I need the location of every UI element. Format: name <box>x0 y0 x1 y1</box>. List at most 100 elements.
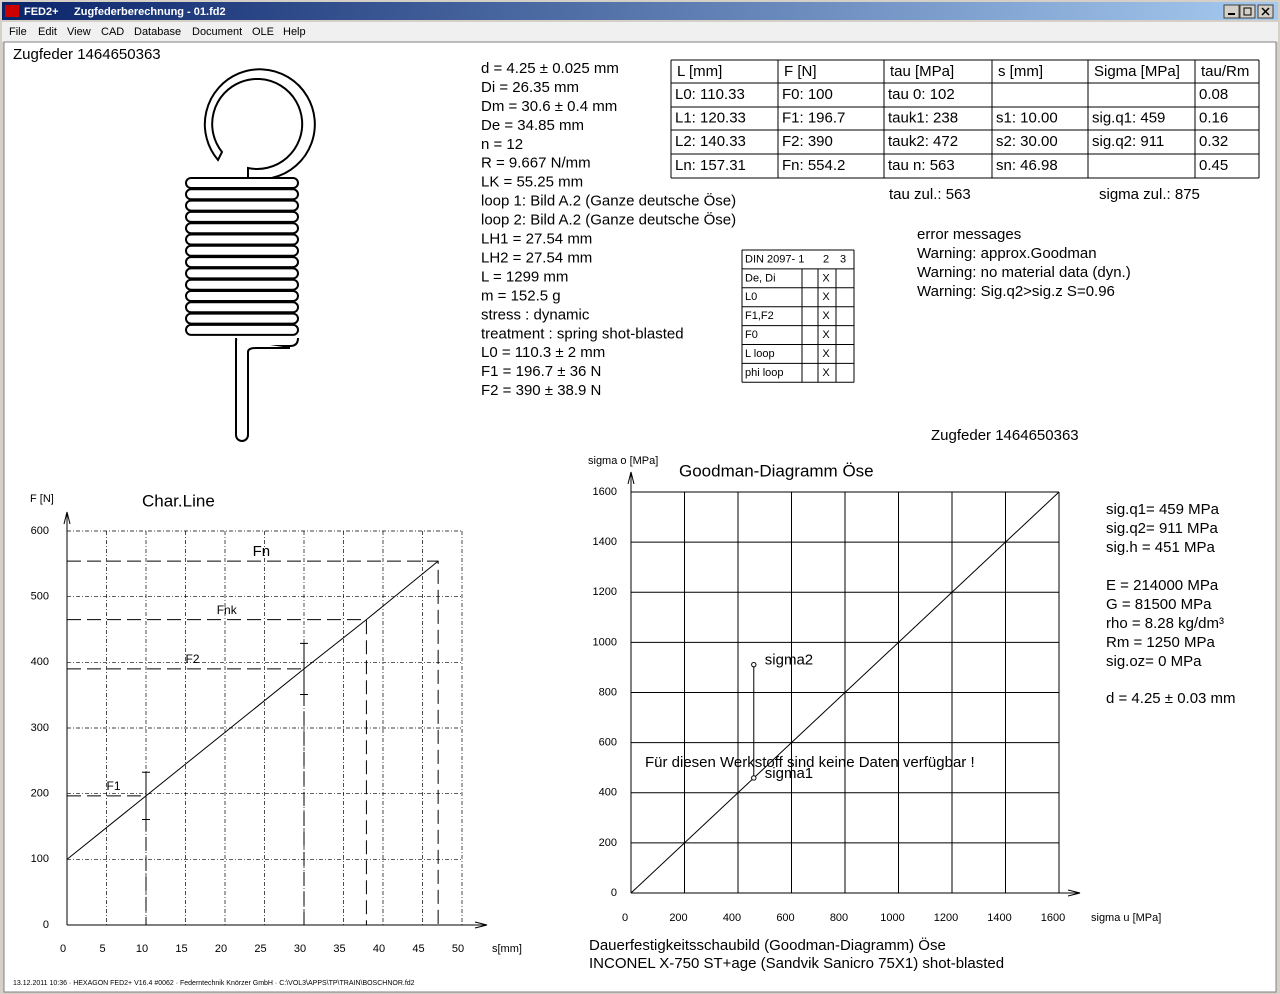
material-value: sig.q2= 911 MPa <box>1106 520 1219 537</box>
x-tick-label: 0 <box>60 943 66 955</box>
menu-item[interactable]: OLE <box>252 26 274 38</box>
stress-point <box>751 775 757 781</box>
guide-line <box>67 795 147 925</box>
spring-label: Zugfeder 1464650363 <box>13 46 161 63</box>
x-tick-label: 600 <box>776 912 794 924</box>
y-tick-label: 600 <box>599 737 617 749</box>
caption: Dauerfestigkeitsschaubild (Goodman-Diagr… <box>589 936 946 954</box>
menu-item[interactable]: Edit <box>38 26 57 38</box>
coil <box>185 256 299 269</box>
material-value: G = 81500 MPa <box>1106 596 1212 613</box>
y-tick-label: 1200 <box>593 586 617 598</box>
table-cell: L0: 110.33 <box>675 86 745 103</box>
table-cell: 0.16 <box>1199 109 1228 126</box>
coil <box>185 278 299 291</box>
parameter: L = 1299 mm <box>481 268 568 285</box>
coil <box>185 222 299 235</box>
tau-zul: tau zul.: 563 <box>889 186 971 203</box>
message: error messages <box>917 226 1021 243</box>
din-mark: X <box>822 367 830 379</box>
din-mark: X <box>822 310 830 322</box>
spring-coils <box>185 177 299 336</box>
point-label: Fn <box>253 543 271 560</box>
x-tick-label: 800 <box>830 912 848 924</box>
window-buttons <box>1223 4 1274 19</box>
table-cell: F0: 100 <box>782 86 833 103</box>
x-tick-label: 200 <box>669 912 687 924</box>
coil <box>185 188 299 201</box>
table-cell: tauk2: 472 <box>888 133 958 150</box>
material-value: sig.oz= 0 MPa <box>1106 653 1202 670</box>
menu-item[interactable]: Database <box>134 26 181 38</box>
parameter: loop 2: Bild A.2 (Ganze deutsche Öse) <box>481 211 736 229</box>
y-tick-label: 400 <box>599 787 617 799</box>
coil <box>185 323 299 336</box>
x-tick-label: 20 <box>215 943 227 955</box>
y-axis-label: sigma o [MPa] <box>588 455 658 467</box>
axis <box>63 511 71 925</box>
point-label: F2 <box>186 652 200 666</box>
table-cell: 0.08 <box>1199 86 1228 103</box>
coil <box>185 199 299 212</box>
menu-item[interactable]: View <box>67 26 91 38</box>
x-tick-label: 15 <box>175 943 187 955</box>
y-axis-label: F [N] <box>30 493 54 505</box>
din-label: L loop <box>745 348 775 360</box>
menu-item[interactable]: Document <box>192 26 242 38</box>
menu-item[interactable]: Help <box>283 26 306 38</box>
table-cell: sig.q1: 459 <box>1092 109 1165 126</box>
x-tick-label: 50 <box>452 943 464 955</box>
din-label: De, Di <box>745 272 776 284</box>
coil <box>185 244 299 257</box>
material-value: Rm = 1250 MPa <box>1106 634 1215 651</box>
table-cell: 0.32 <box>1199 133 1228 150</box>
table-cell: Fn: 554.2 <box>782 157 845 174</box>
title-bar <box>2 2 1278 20</box>
x-tick-label: 1200 <box>934 912 958 924</box>
table-header: tau/Rm <box>1201 63 1249 80</box>
y-tick-label: 500 <box>31 591 49 603</box>
axis <box>67 921 488 929</box>
material-value: d = 4.25 ± 0.03 mm <box>1106 690 1236 707</box>
y-tick-label: 800 <box>599 686 617 698</box>
table-cell: sig.q2: 911 <box>1092 133 1164 150</box>
x-tick-label: 35 <box>333 943 345 955</box>
y-tick-label: 300 <box>31 722 49 734</box>
x-tick-label: 45 <box>412 943 424 955</box>
parameter: treatment : spring shot-blasted <box>481 325 684 342</box>
material-value: sig.h = 451 MPa <box>1106 539 1215 556</box>
minimize-button[interactable] <box>1223 4 1240 19</box>
din-label: F1,F2 <box>745 310 774 322</box>
table-cell: tau 0: 102 <box>888 86 955 103</box>
app-name: FED2+ <box>24 6 59 18</box>
din-mark: X <box>822 329 830 341</box>
menu-item[interactable]: File <box>9 26 27 38</box>
parameter: stress : dynamic <box>481 306 590 323</box>
goodman-line <box>630 491 1060 894</box>
guide-line <box>67 560 439 925</box>
x-axis-label: s[mm] <box>492 943 522 955</box>
y-tick-label: 200 <box>31 788 49 800</box>
table-cell: s1: 10.00 <box>996 109 1058 126</box>
parameter: R = 9.667 N/mm <box>481 155 591 172</box>
app-icon <box>5 5 19 17</box>
window-title: Zugfederberechnung - 01.fd2 <box>74 6 226 18</box>
point-label: sigma2 <box>765 652 813 669</box>
maximize-button[interactable] <box>1239 4 1256 19</box>
caption: INCONEL X-750 ST+age (Sandvik Sanicro 75… <box>589 955 1004 972</box>
table-header: L [mm] <box>677 63 722 80</box>
menu-item[interactable]: CAD <box>101 26 124 38</box>
guide-line <box>67 619 367 925</box>
table-cell: L2: 140.33 <box>675 133 746 150</box>
stress-point <box>751 661 757 668</box>
sigma-zul: sigma zul.: 875 <box>1099 186 1200 203</box>
parameter: loop 1: Bild A.2 (Ganze deutsche Öse) <box>481 192 736 210</box>
guide-line <box>67 668 305 925</box>
din-header: 2 <box>823 253 829 265</box>
y-tick-label: 1600 <box>593 486 617 498</box>
parameter: Di = 26.35 mm <box>481 79 579 96</box>
parameter: LH2 = 27.54 mm <box>481 249 592 266</box>
din-mark: X <box>822 272 830 284</box>
table-cell: tauk1: 238 <box>888 109 958 126</box>
message: Warning: Sig.q2>sig.z S=0.96 <box>917 283 1115 300</box>
